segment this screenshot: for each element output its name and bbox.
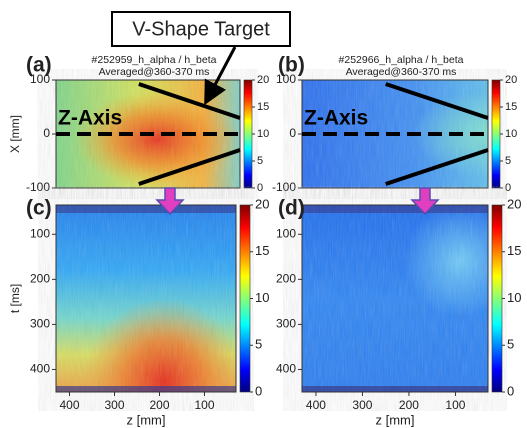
colorbar bbox=[491, 204, 503, 393]
colorbar-tick-label: 15 bbox=[255, 243, 269, 258]
colorbar-tick-label: 20 bbox=[507, 196, 521, 211]
colorbar bbox=[491, 79, 501, 189]
x-tick-label: 200 bbox=[399, 398, 419, 412]
annotation-box bbox=[111, 11, 291, 47]
colorbar-tick-label: 5 bbox=[507, 337, 514, 352]
heatmap-noise bbox=[302, 205, 488, 392]
colorbar-tick-label: 10 bbox=[505, 128, 517, 140]
colorbar-tick-label: 10 bbox=[257, 128, 269, 140]
y-tick-label: 0 bbox=[43, 126, 50, 140]
x-axis-label: z [mm] bbox=[376, 412, 415, 427]
panel-label: (b) bbox=[278, 54, 305, 77]
x-tick-label: 100 bbox=[194, 398, 214, 412]
colorbar-tick-label: 5 bbox=[255, 337, 262, 352]
x-tick-label: 200 bbox=[149, 398, 169, 412]
panel-label: (d) bbox=[278, 197, 305, 220]
x-axis-label: z [mm] bbox=[127, 412, 166, 427]
colorbar bbox=[239, 204, 251, 393]
x-tick-label: 300 bbox=[352, 398, 372, 412]
v-target bbox=[138, 148, 241, 186]
v-target bbox=[138, 82, 241, 120]
y-axis-label: X [mm] bbox=[8, 115, 22, 153]
plot-frame bbox=[301, 204, 489, 393]
x-tick-label: 300 bbox=[104, 398, 124, 412]
edge-band bbox=[302, 205, 488, 213]
arrow-down bbox=[410, 187, 440, 216]
v-target bbox=[385, 148, 489, 186]
panel-title: #252966_h_alpha / h_beta bbox=[339, 54, 464, 66]
panel-subtitle: Averaged@360-370 ms bbox=[346, 66, 457, 78]
panel-title: #252959_h_alpha / h_beta bbox=[92, 54, 217, 66]
y-tick-label: 200 bbox=[30, 272, 50, 286]
panel: -100 0 100 X [mm] 0 5 10 15 20 (a) #252959_h_alpha… bbox=[8, 54, 269, 195]
y-tick-label: -100 bbox=[272, 180, 296, 194]
panel: -100 0 100 0 5 10 15 20 (b) #252966_h_alpha / h_b… bbox=[272, 54, 517, 195]
colorbar-tick-label: 0 bbox=[507, 383, 514, 398]
edge-band bbox=[56, 205, 236, 213]
v-target bbox=[385, 82, 489, 120]
axis-annotation: Z-Axis bbox=[304, 107, 368, 130]
colorbar-tick-label: 15 bbox=[507, 243, 521, 258]
y-tick-label: 100 bbox=[30, 72, 50, 86]
y-tick-label: 200 bbox=[276, 272, 296, 286]
colorbar-tick-label: 10 bbox=[255, 290, 269, 305]
colorbar-tick-label: 5 bbox=[505, 155, 511, 167]
x-tick-label: 100 bbox=[445, 398, 465, 412]
panel: 100 200 300 400 400 300 200 100 z [mm] t [ms] 0 5 10… bbox=[8, 196, 269, 427]
colorbar bbox=[243, 79, 253, 189]
colorbar-tick-label: 20 bbox=[255, 196, 269, 211]
y-tick-label: 400 bbox=[30, 362, 50, 376]
y-tick-label: 100 bbox=[30, 226, 50, 240]
overlay: V-Shape Target bbox=[111, 11, 440, 216]
panel-label: (a) bbox=[26, 54, 52, 77]
colorbar-tick-label: 0 bbox=[255, 383, 262, 398]
x-tick-label: 400 bbox=[59, 398, 79, 412]
colorbar-tick-label: 20 bbox=[505, 74, 517, 86]
panel: 100 200 300 400 400 300 200 100 z [mm] 0 5 10 15 20 (d… bbox=[276, 196, 522, 427]
y-tick-label: 100 bbox=[276, 72, 296, 86]
colorbar-tick-label: 15 bbox=[505, 101, 517, 113]
colorbar-tick-label: 10 bbox=[507, 290, 521, 305]
y-tick-label: 300 bbox=[30, 317, 50, 331]
edge-band bbox=[302, 386, 488, 392]
colorbar-tick-label: 0 bbox=[505, 182, 511, 194]
annotation-arrow bbox=[204, 46, 237, 106]
y-tick-label: 300 bbox=[276, 317, 296, 331]
axis-annotation: Z-Axis bbox=[58, 107, 122, 130]
colorbar-tick-label: 0 bbox=[257, 182, 263, 194]
colorbar-tick-label: 20 bbox=[257, 74, 269, 86]
y-axis-label: t [ms] bbox=[8, 284, 22, 313]
x-tick-label: 400 bbox=[306, 398, 326, 412]
panel-subtitle: Averaged@360-370 ms bbox=[99, 66, 210, 78]
y-tick-label: 400 bbox=[276, 362, 296, 376]
plot-frame bbox=[55, 204, 237, 393]
y-tick-label: 100 bbox=[276, 226, 296, 240]
heatmap-noise bbox=[56, 205, 236, 392]
panel-label: (c) bbox=[26, 197, 52, 220]
y-tick-label: 0 bbox=[289, 126, 296, 140]
colorbar-tick-label: 15 bbox=[257, 101, 269, 113]
colorbar-tick-label: 5 bbox=[257, 155, 263, 167]
annotation: V-Shape Target bbox=[132, 18, 270, 40]
arrow-down bbox=[155, 187, 185, 216]
y-tick-label: -100 bbox=[26, 180, 50, 194]
edge-band bbox=[56, 386, 236, 392]
